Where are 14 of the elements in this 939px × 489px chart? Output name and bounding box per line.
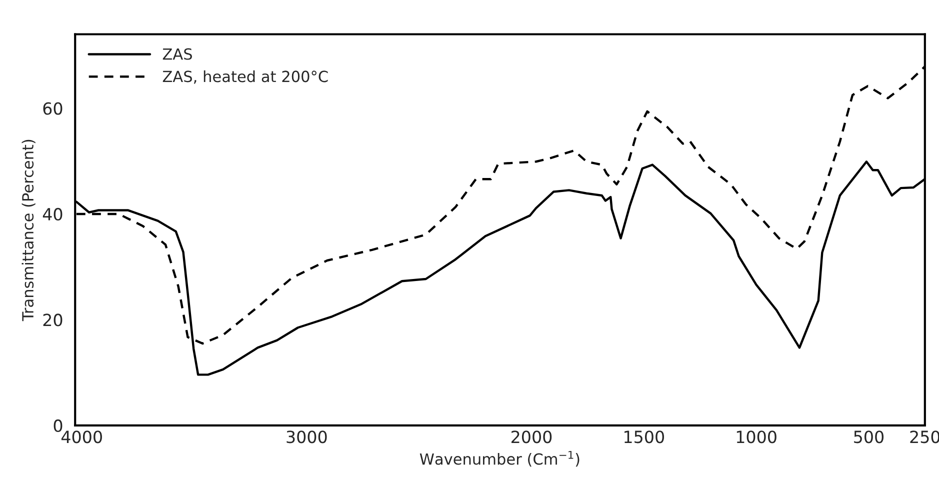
x-tick-label: 1000 (736, 430, 776, 444)
x-tick-label: 500 (854, 430, 884, 444)
y-tick-label: 0 (54, 419, 62, 432)
x-tick-label: 3000 (286, 430, 327, 444)
x-tick-label: 2000 (512, 430, 552, 444)
x-tick-label: 4000 (61, 430, 102, 444)
y-tick-label: 60 (43, 102, 62, 115)
legend-label: ZAS, heated at 200°C (162, 70, 328, 84)
y-tick-label: 40 (42, 208, 62, 221)
y-tick-label: 20 (43, 314, 62, 326)
x-axis-title: Wavenumber (Cm$^{−1}$) (420, 450, 580, 467)
legend-label: ZAS (162, 48, 192, 60)
y-axis-title: Transmittance (Percent) (22, 140, 36, 322)
x-tick-label: 1500 (624, 430, 664, 444)
